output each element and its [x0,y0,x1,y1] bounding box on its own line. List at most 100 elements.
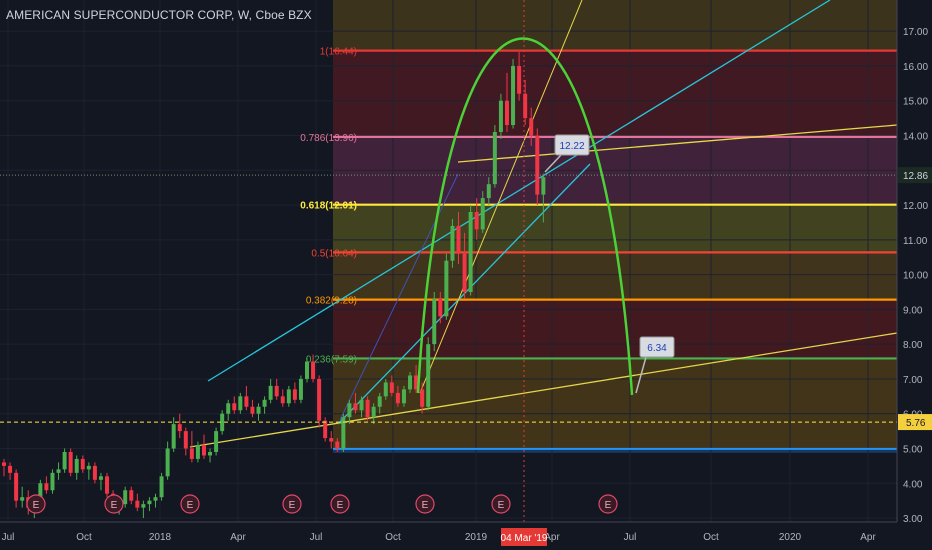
candle-body [86,465,91,470]
fib-band [333,358,897,449]
candle-body [365,399,370,418]
candle-body [226,403,231,414]
candle-body [165,448,170,477]
candle-body [123,490,128,505]
earnings-icon-label: E [422,500,429,511]
earnings-icon-label: E [337,500,344,511]
callout-box[interactable] [554,134,590,156]
candle-body [462,253,467,292]
price-tick-label: 5.00 [903,445,923,456]
earnings-icon[interactable] [26,494,46,514]
fib-label-0.236: 0.236(7.59) [306,354,357,365]
earnings-icon[interactable] [104,494,124,514]
date-highlight-label: 04 Mar '19 [501,533,548,544]
time-tick-label: Jul [624,532,637,543]
price-tick-label: 4.00 [903,479,923,490]
earnings-icon[interactable] [415,494,435,514]
price-tick-label: 8.00 [903,340,923,351]
callout-pointer [635,356,647,394]
candle-body [14,472,19,501]
candle-body [8,465,13,473]
fib-band [333,299,897,359]
candle-body [141,504,146,508]
date-highlight-tag[interactable] [501,528,547,546]
price-axis[interactable]: 3.004.005.006.007.008.009.0010.0011.0012… [896,0,932,550]
earnings-icon-label: E [498,500,505,511]
candle-body [74,458,79,473]
parabolic-arc[interactable] [416,37,634,396]
candle-body [195,445,200,459]
trend-lines[interactable] [189,0,898,448]
candle-body [20,497,25,501]
earnings-icon-label: E [289,500,296,511]
candle-body [286,389,291,404]
earnings-icon[interactable] [491,494,511,514]
price-tick-label: 12.00 [903,201,928,212]
candle-body [353,403,358,411]
candle-body [129,490,134,501]
fib-label-0.382: 0.382(9.28) [306,296,357,307]
candle-body [274,385,279,397]
candle-body [535,135,540,195]
drawing-overlay[interactable]: 12.22 6.34 [0,0,897,522]
time-tick-label: Jul [310,532,323,543]
current-price-tag [898,167,932,184]
price-tick-label: 16.00 [903,62,928,73]
fib-level-lines[interactable]: 1(16.44) 0.786(13.96) 0.618(12.01) 0.5(10.6… [300,47,897,450]
candle-body [359,399,364,411]
time-axis[interactable]: Jul Oct 2018 Apr Jul Oct 2019 Apr Jul Oct 2020 Apr0… [0,521,932,550]
earnings-icon[interactable] [180,494,200,514]
support-trendline[interactable] [189,332,898,448]
candle-body [511,65,516,126]
candle-body [105,476,110,494]
fib-band-top [333,0,897,51]
candle-body [389,382,394,393]
candle-body [317,378,322,421]
price-tick-label: 10.00 [903,271,928,282]
candle-body [426,344,431,407]
candle-body [268,385,273,400]
chart-title: AMERICAN SUPERCONDUCTOR CORP, W, Cboe BZ… [6,8,312,22]
earnings-icon-label: E [33,500,40,511]
current-price-tag-label: 12.86 [903,171,928,182]
candle-body [474,211,479,230]
candle-body [401,389,406,404]
earnings-icon[interactable] [282,494,302,514]
earnings-icon[interactable] [598,494,618,514]
channel-top-line[interactable] [207,0,831,382]
candle-body [486,184,491,199]
candle-body [395,392,400,404]
candle-series [2,52,546,519]
callout-label: 6.34 [647,343,667,354]
candle-body [214,431,219,452]
candle-body [280,396,285,404]
candle-body [517,65,522,94]
candle-body [80,458,85,470]
price-tick-label: 9.00 [903,305,923,316]
candle-body [438,298,443,317]
candle-body [256,406,261,414]
neckline[interactable] [457,124,898,163]
candle-body [232,403,237,411]
candle-body [183,431,188,449]
candle-body [335,441,340,449]
candle-body [220,413,225,432]
time-tick-label: 2019 [465,532,488,543]
candle-body [189,448,194,459]
candle-body [292,389,297,400]
callout-box[interactable] [639,336,675,358]
earnings-icon[interactable] [330,494,350,514]
steep-trendline[interactable] [419,0,583,394]
time-tick-label: Oct [385,532,401,543]
fib-label-0.786: 0.786(13.96) [300,133,357,144]
time-tick-label: Apr [230,532,246,543]
candle-body [98,476,103,480]
candle-body [347,403,352,418]
time-tick-label: Oct [703,532,719,543]
channel-bottom-line[interactable] [337,163,591,425]
candle-body [56,469,61,473]
time-tick-label: Jul [2,532,15,543]
candle-body [420,389,425,407]
